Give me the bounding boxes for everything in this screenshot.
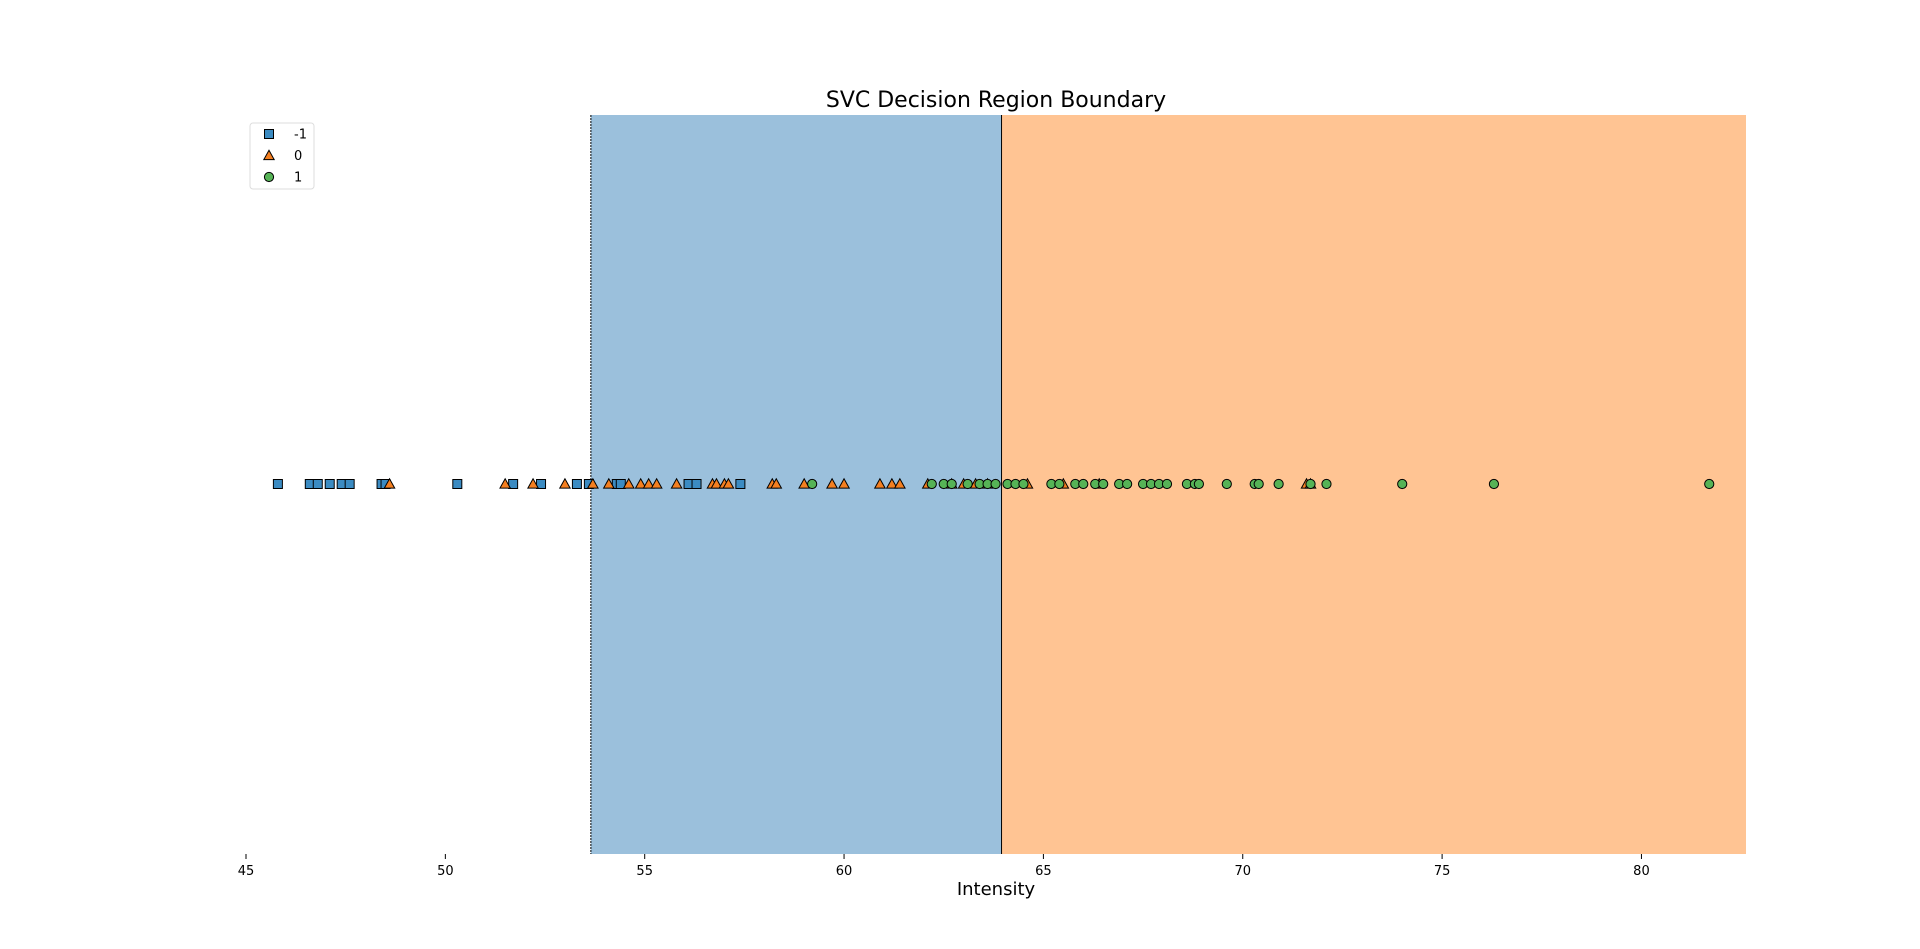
data-point-circle [1018, 478, 1029, 490]
data-point-triangle [798, 477, 811, 489]
data-point-triangle [602, 477, 615, 489]
data-point-triangle [634, 477, 647, 489]
legend: -1 0 1 [249, 122, 315, 190]
data-point-square [571, 479, 582, 489]
data-point-triangle [499, 477, 512, 489]
decision-region-3 [1001, 115, 1746, 854]
data-point-circle [962, 478, 973, 490]
x-tick-label: 75 [1434, 864, 1451, 879]
data-point-circle [1321, 478, 1332, 490]
data-point-circle [807, 478, 818, 490]
data-point-triangle [622, 477, 635, 489]
data-point-square [344, 479, 355, 489]
data-point-square [735, 479, 746, 489]
x-tick-label: 70 [1234, 864, 1251, 879]
legend-label: -1 [294, 128, 307, 143]
data-point-circle [1704, 478, 1715, 490]
data-point-triangle [885, 477, 898, 489]
data-point-square [272, 479, 283, 489]
data-point-square [615, 479, 626, 489]
data-point-square [508, 479, 519, 489]
data-point-circle [1305, 478, 1316, 490]
data-point-triangle [770, 477, 783, 489]
data-point-circle [1253, 478, 1264, 490]
data-point-circle [926, 478, 937, 490]
legend-box [249, 122, 315, 190]
data-point-triangle [558, 477, 572, 489]
data-point-circle [1054, 478, 1065, 490]
data-point-circle [1193, 478, 1204, 490]
legend-marker-circle [263, 171, 275, 183]
data-point-triangle [722, 477, 735, 489]
data-points [272, 477, 1715, 490]
x-axis-ticks: 45 50 55 60 65 70 75 80 [238, 854, 1650, 879]
data-point-triangle [527, 477, 540, 489]
data-point-triangle [873, 477, 886, 489]
x-tick-label: 55 [636, 864, 653, 879]
data-point-square [312, 479, 323, 489]
data-point-triangle [383, 477, 396, 489]
data-point-triangle [838, 477, 851, 489]
data-point-circle [1098, 478, 1109, 490]
x-axis-label: Intensity [957, 879, 1036, 900]
data-point-triangle [670, 477, 683, 489]
data-point-circle [990, 478, 1001, 490]
data-point-square [324, 479, 335, 489]
data-point-circle [1078, 478, 1089, 490]
data-point-circle [1122, 478, 1133, 490]
legend-label: 1 [294, 171, 302, 186]
data-point-circle [1397, 478, 1408, 490]
data-point-triangle [650, 477, 663, 489]
data-point-square [536, 479, 547, 489]
chart-title: SVC Decision Region Boundary [826, 88, 1166, 113]
data-point-triangle [826, 477, 839, 489]
data-point-triangle [710, 477, 723, 489]
x-tick-label: 65 [1035, 864, 1052, 879]
data-point-square [691, 479, 702, 489]
x-tick-label: 60 [836, 864, 853, 879]
data-point-triangle [893, 477, 906, 489]
data-point-triangle [642, 477, 655, 489]
legend-marker-square [264, 129, 274, 139]
x-tick-label: 45 [238, 864, 255, 879]
x-tick-label: 80 [1633, 864, 1650, 879]
legend-marker-triangle [262, 149, 276, 161]
data-point-circle [1221, 478, 1232, 490]
data-point-circle [1273, 478, 1284, 490]
data-point-circle [1161, 478, 1173, 490]
data-point-circle [1488, 478, 1500, 490]
x-tick-label: 50 [437, 864, 454, 879]
data-point-square [452, 479, 463, 489]
data-point-circle [946, 478, 957, 490]
legend-label: 0 [294, 149, 302, 164]
data-point-triangle [586, 477, 599, 489]
